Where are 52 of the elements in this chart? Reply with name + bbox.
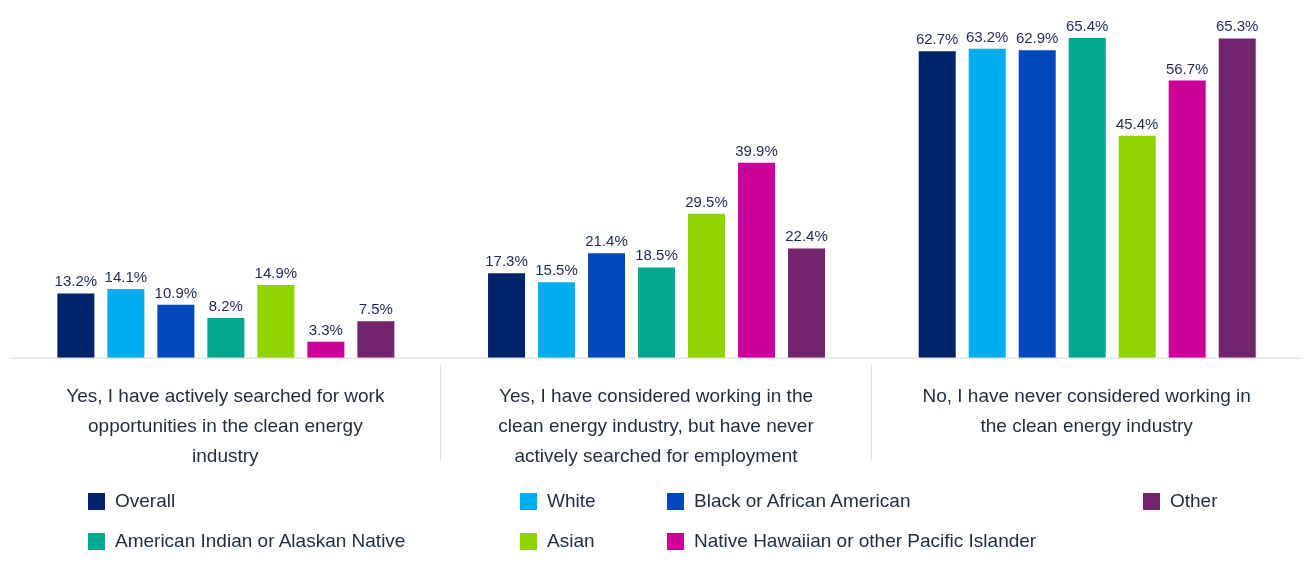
legend-label: Native Hawaiian or other Pacific Islander <box>694 530 1037 552</box>
bar <box>257 285 295 358</box>
data-label: 13.2% <box>54 272 98 290</box>
data-label: 62.7% <box>915 30 959 48</box>
bar <box>968 48 1006 358</box>
data-label: 65.4% <box>1065 17 1109 34</box>
x-tick-label: No, I have never considered working in the clean energy industry <box>922 385 1251 436</box>
legend-label: Asian <box>547 530 595 552</box>
bar <box>1168 80 1206 358</box>
data-label: 10.9% <box>154 283 198 301</box>
data-label: 18.5% <box>635 246 678 264</box>
legend-label: American Indian or Alaskan Native <box>115 530 406 552</box>
data-label: 15.5% <box>535 261 578 279</box>
bar <box>588 253 626 358</box>
bar <box>638 267 676 358</box>
data-label: 21.4% <box>585 232 628 250</box>
bar <box>738 162 776 358</box>
bar <box>1218 38 1256 358</box>
bar <box>1118 135 1156 358</box>
bar <box>107 289 145 358</box>
data-label: 45.4% <box>1115 114 1159 132</box>
bar <box>207 317 245 358</box>
bar <box>57 293 95 358</box>
data-label: 17.3% <box>485 252 528 270</box>
bar <box>1068 38 1106 358</box>
data-label: 3.3% <box>308 320 343 338</box>
bar <box>688 213 726 358</box>
bar <box>357 321 395 358</box>
legend-label: Overall <box>115 490 176 512</box>
bar <box>157 304 195 358</box>
legend-label: White <box>547 490 596 512</box>
data-label: 29.5% <box>685 192 728 210</box>
data-label: 14.1% <box>104 268 148 286</box>
bar <box>788 248 826 358</box>
data-label: 8.2% <box>208 296 243 314</box>
data-label: 39.9% <box>735 141 778 159</box>
x-tick-label: Yes, I have considered working in the clean energy industry, but have never actively searched for employment <box>498 385 815 466</box>
data-label: 7.5% <box>358 300 393 318</box>
legend-label: Black or African American <box>694 490 911 512</box>
bar <box>307 341 345 358</box>
bar <box>918 51 956 358</box>
data-label: 63.2% <box>965 27 1009 45</box>
bar <box>488 273 526 358</box>
bar <box>538 282 576 358</box>
data-label: 62.9% <box>1015 29 1059 47</box>
legend-label: Other <box>1170 490 1218 512</box>
data-label: 14.9% <box>254 264 298 282</box>
x-tick-label: Yes, I have actively searched for work opportunities in the clean energy industry <box>66 385 385 466</box>
data-label: 22.4% <box>785 227 828 245</box>
data-label: 65.3% <box>1215 17 1259 35</box>
data-label: 56.7% <box>1165 59 1209 77</box>
bar <box>1018 50 1056 358</box>
